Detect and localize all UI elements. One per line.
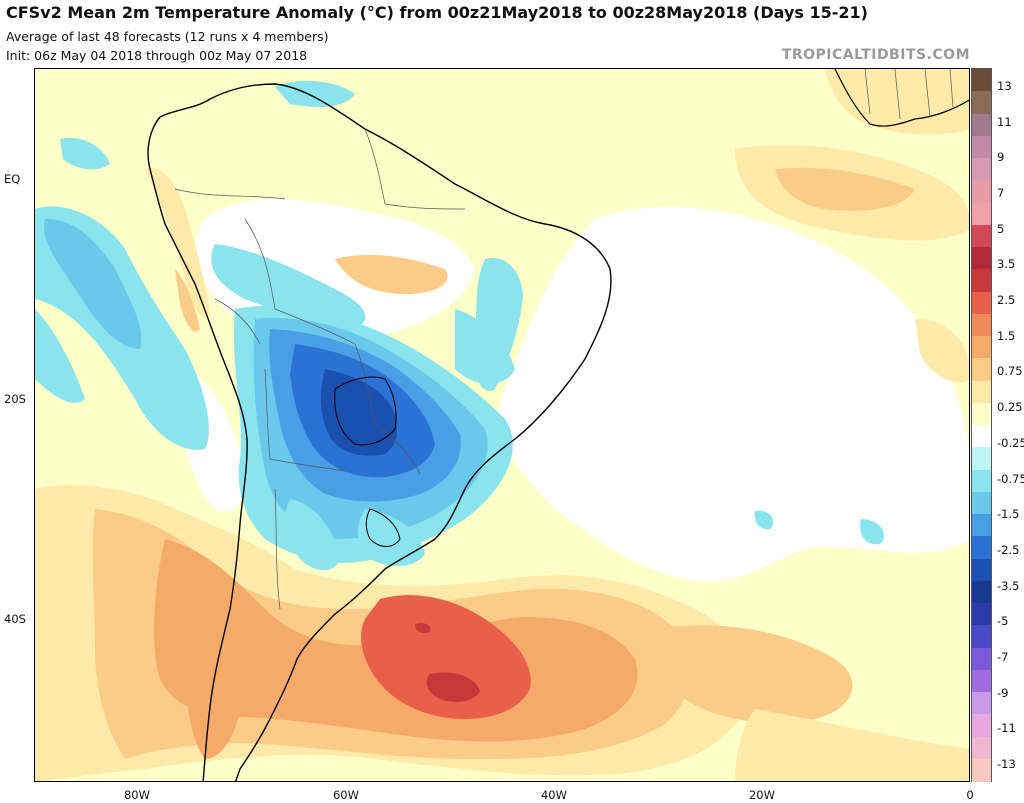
- neutral-zone-atlantic: [498, 207, 969, 582]
- warm-andes-north: [145, 168, 210, 318]
- colorbar: [971, 68, 992, 782]
- map-subtitle-average: Average of last 48 forecasts (12 runs x …: [6, 29, 329, 44]
- colorbar-label: 9: [997, 150, 1005, 165]
- warm-south-level-5: [426, 672, 480, 703]
- colorbar-segment: [972, 758, 991, 782]
- colorbar-segment: [972, 247, 991, 270]
- cool-mid-atlantic: [754, 510, 774, 530]
- warm-andes-peru: [175, 269, 200, 332]
- lat-label-eq: EQ: [4, 172, 21, 186]
- colorbar-segment: [972, 469, 991, 493]
- colorbar-segment: [972, 514, 991, 537]
- anomaly-map: [34, 68, 970, 782]
- colorbar-segment: [972, 180, 991, 203]
- colorbar-segment: [972, 669, 991, 693]
- colorbar-label: -11: [997, 721, 1016, 736]
- warm-south-level-5b: [415, 623, 431, 634]
- lat-label-40s: 40S: [4, 612, 26, 626]
- colorbar-segment: [972, 313, 991, 337]
- anomaly-map-svg: [35, 69, 969, 781]
- colorbar-segment: [972, 380, 991, 404]
- colorbar-label: 5: [997, 221, 1005, 236]
- warm-south-edge: [735, 709, 969, 781]
- colorbar-segment: [972, 425, 991, 448]
- country-borders: [174, 128, 466, 610]
- colorbar-label: -7: [997, 649, 1009, 664]
- colorbar-segment: [972, 647, 991, 671]
- south-america-coastline: [147, 83, 612, 781]
- colorbar-label: -1.5: [997, 507, 1020, 522]
- colorbar-segment: [972, 336, 991, 359]
- colorbar-label: 7: [997, 186, 1005, 201]
- colorbar-label: -13: [997, 757, 1016, 771]
- colorbar-label: -2.5: [997, 542, 1020, 557]
- warm-east-atlantic: [915, 319, 969, 383]
- cold-level-5: [320, 369, 397, 456]
- colorbar-segment: [972, 269, 991, 292]
- lon-label-60w: 60W: [332, 788, 360, 802]
- warm-south-level-4: [361, 595, 531, 719]
- lon-label-20w: 20W: [748, 788, 776, 802]
- warm-far-south-atlantic: [653, 625, 853, 723]
- cool-brazil-interior: [455, 309, 515, 384]
- source-credit: TROPICALTIDBITS.COM: [781, 47, 970, 63]
- colorbar-segment: [972, 580, 991, 604]
- map-title: CFSv2 Mean 2m Temperature Anomaly (°C) f…: [6, 3, 868, 22]
- colorbar-label: 13: [997, 79, 1012, 93]
- colorbar-segment: [972, 202, 991, 226]
- cool-north-coast: [275, 80, 355, 107]
- colorbar-segment: [972, 736, 991, 760]
- colorbar-segment: [972, 224, 991, 248]
- africa-coast: [834, 69, 969, 127]
- warm-equatorial-core: [775, 167, 915, 211]
- colorbar-label: 0.75: [997, 364, 1023, 379]
- colorbar-segment: [972, 558, 991, 582]
- cool-pacific-tail: [35, 309, 85, 403]
- warm-chile-coast: [186, 629, 240, 759]
- colorbar-label: 0.25: [997, 400, 1023, 415]
- uruguay-border: [365, 508, 401, 547]
- warm-africa: [825, 69, 969, 135]
- colorbar-segment: [972, 603, 991, 626]
- lon-label-0: 0: [966, 788, 974, 802]
- colorbar-label: 3.5: [997, 257, 1016, 272]
- colorbar-segment: [972, 692, 991, 715]
- colorbar-segment: [972, 402, 991, 426]
- colorbar-segment: [972, 714, 991, 737]
- colorbar-segment: [972, 358, 991, 381]
- africa-borders: [864, 69, 954, 120]
- colorbar-label: -5: [997, 614, 1009, 629]
- map-subtitle-init: Init: 06z May 04 2018 through 00z May 07…: [6, 48, 308, 63]
- colorbar-segment: [972, 536, 991, 559]
- colorbar-segment: [972, 91, 991, 114]
- colorbar-segment: [972, 625, 991, 648]
- colorbar-segment: [972, 158, 991, 181]
- lat-label-20s: 20S: [4, 392, 26, 406]
- lon-label-80w: 80W: [123, 788, 151, 802]
- colorbar-label: 1.5: [997, 328, 1016, 343]
- cool-uruguay-patch: [358, 509, 425, 566]
- cool-amazon-strip: [211, 244, 366, 330]
- colorbar-label: -0.25: [997, 435, 1024, 450]
- cool-argentina-patch: [284, 499, 340, 571]
- cool-pacific-inner: [44, 219, 142, 349]
- colorbar-label: -3.5: [997, 578, 1020, 593]
- colorbar-label: -9: [997, 685, 1009, 700]
- colorbar-segment: [972, 491, 991, 515]
- colorbar-segment: [972, 447, 991, 470]
- colorbar-label: 2.5: [997, 293, 1016, 308]
- paraguay-border: [334, 376, 397, 446]
- colorbar-label: -0.75: [997, 471, 1024, 486]
- cool-northwest: [60, 138, 110, 170]
- colorbar-segment: [972, 69, 991, 92]
- colorbar-label: 11: [997, 114, 1012, 129]
- colorbar-segment: [972, 113, 991, 137]
- warm-brazil-interior: [335, 254, 448, 294]
- colorbar-segment: [972, 291, 991, 315]
- colorbar-segment: [972, 135, 991, 159]
- cool-south-atlantic: [860, 519, 884, 545]
- lon-label-40w: 40W: [540, 788, 568, 802]
